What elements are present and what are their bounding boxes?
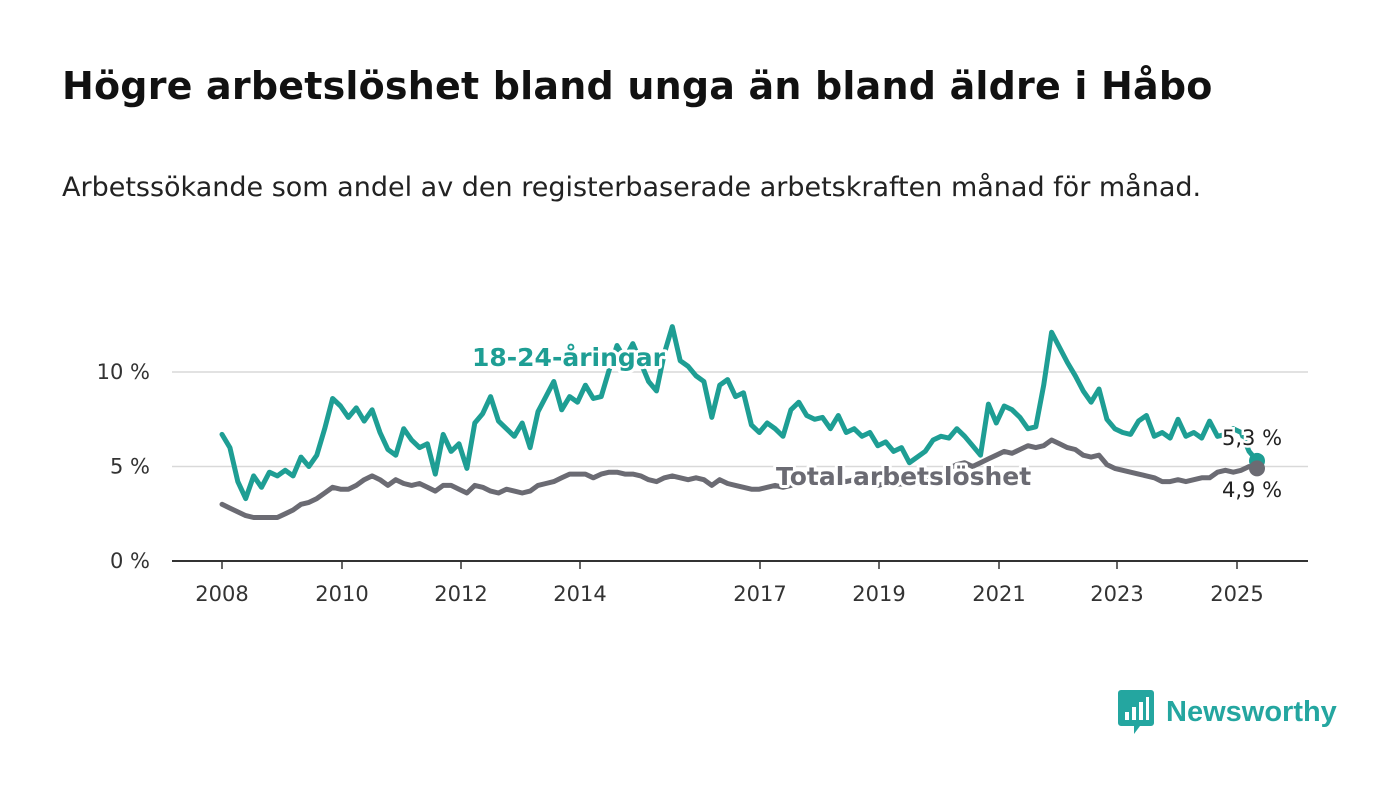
x-tick-label: 2023	[1090, 582, 1143, 606]
x-tick-label: 2025	[1210, 582, 1263, 606]
x-tick-label: 2008	[195, 582, 248, 606]
series-line-total	[219, 437, 1260, 520]
series-label-total: Total arbetslöshet	[776, 462, 1031, 491]
brand-logo: Newsworthy	[1118, 690, 1337, 734]
chart-title: Högre arbetslöshet bland unga än bland ä…	[62, 64, 1213, 108]
end-value-total-halo: 4,9 %	[1222, 478, 1282, 502]
y-tick-label: 10 %	[97, 360, 150, 384]
x-tick-label: 2019	[852, 582, 905, 606]
series-label-youth: 18-24-åringar	[472, 343, 666, 372]
series-label-youth-halo: 18-24-åringar	[472, 343, 666, 372]
series-line-youth	[219, 324, 1260, 502]
x-tick-label: 2021	[972, 582, 1025, 606]
y-tick-label: 0 %	[110, 549, 150, 573]
x-tick-label: 2012	[434, 582, 487, 606]
end-point-total	[1249, 460, 1265, 477]
y-tick-label: 5 %	[110, 455, 150, 479]
series-label-total-halo: Total arbetslöshet	[776, 462, 1031, 491]
end-value-youth: 5,3 %	[1222, 426, 1282, 450]
x-tick-label: 2017	[733, 582, 786, 606]
x-tick-label: 2010	[315, 582, 368, 606]
end-value-youth-halo: 5,3 %	[1222, 426, 1282, 450]
chart-subtitle: Arbetssökande som andel av den registerb…	[62, 172, 1202, 203]
end-value-total: 4,9 %	[1222, 478, 1282, 502]
bar-chart-logo-icon	[1118, 690, 1154, 734]
brand-name: Newsworthy	[1166, 695, 1337, 728]
x-tick-label: 2014	[553, 582, 606, 606]
